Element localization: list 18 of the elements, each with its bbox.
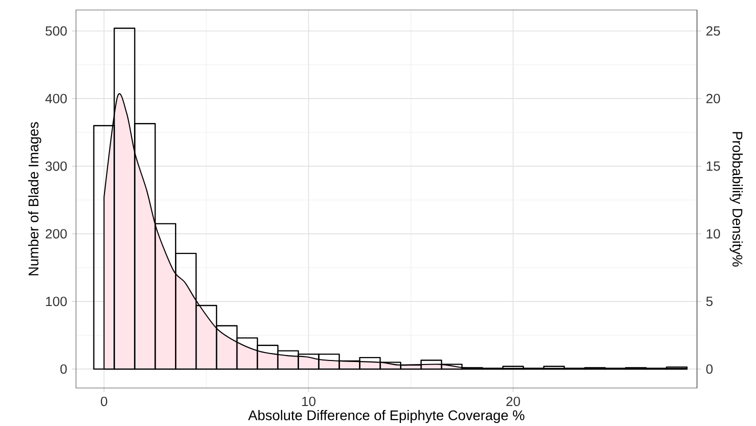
y-tick-label: 400 — [45, 94, 67, 104]
x-tick-label: 0 — [100, 396, 108, 406]
y-tick-label: 0 — [60, 364, 67, 374]
x-tick-label: 20 — [506, 396, 520, 406]
x-tick-label: 10 — [302, 396, 316, 406]
y2-tick-label: 0 — [706, 364, 713, 374]
x-axis-title: Absolute Difference of Epiphyte Coverage % — [248, 410, 524, 424]
y-tick-label: 100 — [46, 296, 67, 306]
y2-tick-label: 15 — [706, 162, 720, 171]
y2-tick-label: 5 — [706, 296, 713, 306]
y2-tick-label: 20 — [706, 94, 720, 104]
y2-axis-title: Probbability Density% — [730, 132, 743, 267]
y-tick-label: 200 — [46, 229, 67, 239]
y-tick-label: 500 — [46, 26, 67, 36]
y2-tick-label: 25 — [706, 26, 720, 36]
y-axis-title: Number of Blade Images — [28, 122, 42, 276]
y2-tick-label: 10 — [706, 229, 720, 239]
y-tick-label: 300 — [46, 161, 67, 171]
